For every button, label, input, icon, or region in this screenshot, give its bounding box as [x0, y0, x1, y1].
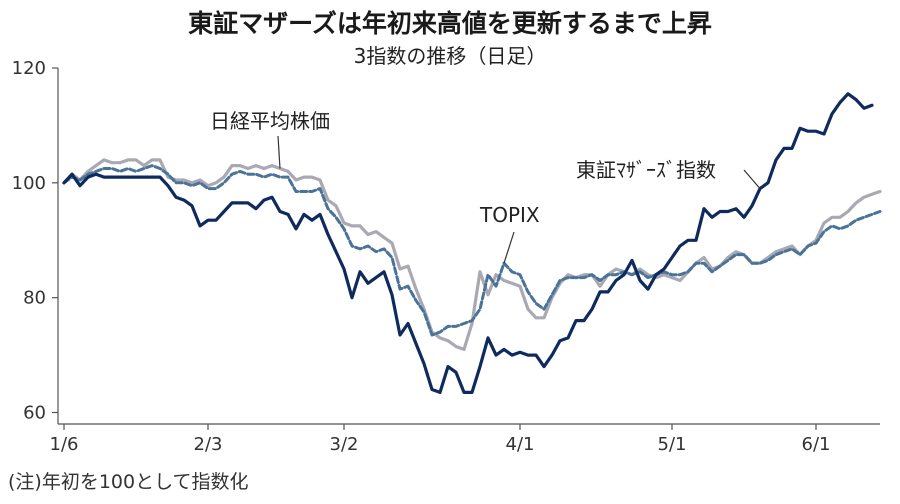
label-leader-line [503, 231, 515, 264]
y-tick-label: 120 [12, 58, 46, 79]
series-line [62, 164, 882, 337]
x-tick-label: 5/1 [658, 434, 687, 455]
chart-title: 東証マザーズは年初来高値を更新するまで上昇 [188, 9, 712, 38]
chart-note: (注)年初を100として指数化 [8, 471, 249, 493]
y-tick-label: 80 [23, 288, 46, 309]
x-tick-label: 1/6 [50, 434, 79, 455]
chart-subtitle: 3指数の推移（日足） [354, 44, 547, 68]
series-label: 東証ﾏｻﾞｰｽﾞ指数 [576, 158, 716, 182]
series-labels: 日経平均株価 TOPIX 東証ﾏｻﾞｰｽﾞ指数 [210, 109, 761, 264]
series-label: TOPIX [479, 203, 540, 227]
x-tick-label: 3/2 [330, 434, 359, 455]
series-layer [62, 92, 882, 394]
y-ticks: 60 80 100 120 [12, 58, 58, 424]
series-label: 日経平均株価 [210, 109, 330, 133]
series-line [62, 92, 874, 394]
x-ticks: 1/6 2/3 3/2 4/1 5/1 6/1 [50, 424, 831, 455]
x-tick-label: 2/3 [194, 434, 223, 455]
y-tick-label: 100 [12, 173, 46, 194]
label-leader-line [277, 135, 281, 169]
label-leader-line [743, 169, 761, 189]
y-tick-label: 60 [23, 403, 46, 424]
x-tick-label: 4/1 [506, 434, 535, 455]
x-tick-label: 6/1 [802, 434, 831, 455]
